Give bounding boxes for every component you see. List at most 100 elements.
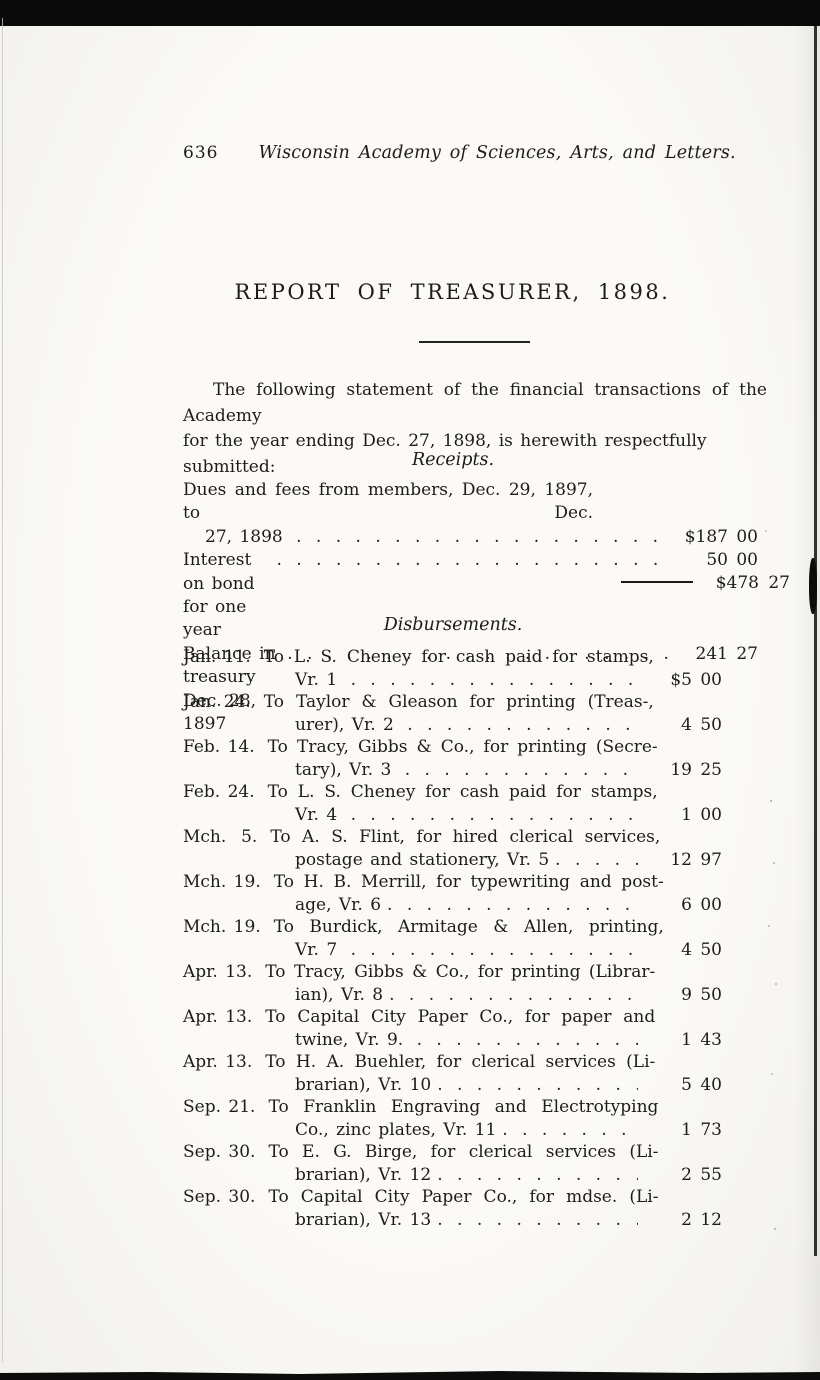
- entry-amount-cents: 12: [700, 1209, 722, 1230]
- entry-date: Mch. 19.: [183, 917, 261, 937]
- entry-amount-cents: 50: [700, 984, 722, 1005]
- receipts-heading: Receipts.: [411, 450, 495, 470]
- receipts-total-dollars: $478: [715, 573, 759, 593]
- intro-paragraph: The following statement of the financial…: [183, 378, 767, 480]
- dot-leader: [389, 984, 638, 1007]
- scan-edge-left: [2, 18, 3, 1362]
- entry-amount-cents: 43: [700, 1029, 722, 1050]
- entry-description: To Tracy, Gibbs & Co., for printing (Sec…: [267, 737, 658, 757]
- receipt-item-row: Interest on bond for one year 50 00: [183, 549, 758, 643]
- receipt-amount-cents: 00: [736, 526, 758, 547]
- entry-description-continuation: brarian), Vr. 12: [295, 1164, 432, 1185]
- entry-description-continuation: brarian), Vr. 13: [295, 1209, 432, 1230]
- entry-date: Jan. 11.: [183, 647, 251, 667]
- entry-line-1: Mch. 19. To H. B. Merrill, for typewriti…: [183, 871, 722, 894]
- entry-line-2: brarian), Vr. 10 5 40: [183, 1074, 722, 1097]
- disbursement-entry: Apr. 13. To H. A. Buehler, for clerical …: [183, 1051, 722, 1096]
- entry-description: To A. S. Flint, for hired clerical servi…: [270, 827, 661, 847]
- entry-line-1: Sep. 30. To E. G. Birge, for clerical se…: [183, 1141, 722, 1164]
- dot-leader: [555, 849, 638, 872]
- entry-description-continuation: postage and stationery, Vr. 5: [295, 849, 550, 870]
- entry-line-1: Mch. 19. To Burdick, Armitage & Allen, p…: [183, 916, 722, 939]
- page-number: 636: [183, 143, 219, 163]
- entry-amount-cents: 50: [700, 939, 722, 960]
- entry-amount-dollars: 1: [681, 1119, 692, 1140]
- entry-amount-dollars: 12: [670, 849, 692, 870]
- running-header: 636 Wisconsin Academy of Sciences, Arts,…: [183, 142, 743, 164]
- disbursement-entry: Mch. 5. To A. S. Flint, for hired cleric…: [183, 826, 722, 871]
- receipt-amount-cents: 27: [736, 643, 758, 664]
- entry-line-1: Apr. 13. To H. A. Buehler, for clerical …: [183, 1051, 722, 1074]
- entry-amount-cents: 50: [700, 714, 722, 735]
- dot-leader: [502, 1119, 638, 1142]
- receipt-item-continuation: 27, 1898: [205, 526, 291, 547]
- dot-leader: [351, 939, 638, 962]
- entry-date: Sep. 30.: [183, 1187, 256, 1207]
- intro-line-2: for the year ending Dec. 27, 1898, is he…: [183, 431, 707, 477]
- entry-line-1: Apr. 13. To Tracy, Gibbs & Co., for prin…: [183, 961, 722, 984]
- disbursement-entry: Mch. 19. To H. B. Merrill, for typewriti…: [183, 871, 722, 916]
- entry-line-1: Jan. 11. To L. S. Cheney for cash paid f…: [183, 646, 722, 669]
- entry-description-continuation: twine, Vr. 9.: [295, 1029, 411, 1050]
- entry-amount-cents: 00: [700, 804, 722, 825]
- entry-line-2: Vr. 1 $5 00: [183, 669, 722, 692]
- entry-description: To H. A. Buehler, for clerical services …: [265, 1052, 656, 1072]
- entry-description-continuation: Vr. 4: [295, 804, 345, 825]
- receipt-item-text: Interest on bond for one year: [183, 550, 255, 641]
- entry-amount-dollars: 4: [681, 939, 692, 960]
- dot-leader: [417, 1029, 638, 1052]
- entry-line-1: Apr. 13. To Capital City Paper Co., for …: [183, 1006, 722, 1029]
- entry-line-2: Co., zinc plates, Vr. 11 1 73: [183, 1119, 722, 1142]
- entry-line-2: twine, Vr. 9. 1 43: [183, 1029, 722, 1052]
- entry-amount-dollars: 2: [681, 1209, 692, 1230]
- disbursements-table: Jan. 11. To L. S. Cheney for cash paid f…: [183, 646, 722, 1231]
- entry-date: Apr. 13.: [183, 1052, 253, 1072]
- entry-description: To E. G. Birge, for clerical services (L…: [268, 1142, 659, 1162]
- disbursement-entry: Sep. 21. To Franklin Engraving and Elect…: [183, 1096, 722, 1141]
- entry-description: To L. S. Cheney for cash paid for stamps…: [263, 647, 654, 667]
- receipts-table: Dues and fees from members, Dec. 29, 189…: [183, 479, 758, 736]
- scan-edge-top: [0, 0, 820, 26]
- disbursement-entry: Jan. 11. To L. S. Cheney for cash paid f…: [183, 646, 722, 691]
- entry-date: Apr. 13.: [183, 1007, 253, 1027]
- entry-description: To Capital City Paper Co., for paper and: [265, 1007, 656, 1027]
- receipts-total-cents: 27: [768, 573, 790, 593]
- entry-line-1: Sep. 21. To Franklin Engraving and Elect…: [183, 1096, 722, 1119]
- disbursement-entry: Sep. 30. To E. G. Birge, for clerical se…: [183, 1141, 722, 1186]
- scan-gutter-line: [814, 26, 817, 1256]
- entry-amount-dollars: 5: [681, 1074, 692, 1095]
- entry-description: To Tracy, Gibbs & Co., for printing (Lib…: [265, 962, 656, 982]
- entry-amount-dollars: 19: [670, 759, 692, 780]
- entry-description-continuation: Co., zinc plates, Vr. 11: [295, 1119, 497, 1140]
- entry-description-continuation: urer), Vr. 2: [295, 714, 402, 735]
- entry-amount-dollars: 2: [681, 1164, 692, 1185]
- entry-date: Apr. 13.: [183, 962, 253, 982]
- entry-line-2: brarian), Vr. 12 2 55: [183, 1164, 722, 1187]
- receipt-amount-dollars: 50: [706, 550, 728, 571]
- dot-leader: [296, 526, 668, 549]
- receipt-item-text: Balance in treasury Dec. 28, 1897: [183, 643, 276, 735]
- disbursements-heading: Disbursements.: [383, 615, 523, 635]
- running-title: Wisconsin Academy of Sciences, Arts, and…: [258, 143, 736, 163]
- entry-description: To Burdick, Armitage & Allen, printing,: [273, 917, 664, 937]
- entry-date: Mch. 19.: [183, 872, 261, 892]
- entry-amount-cents: 00: [700, 894, 722, 915]
- dot-leader: [405, 759, 638, 782]
- dot-leader: [437, 1074, 638, 1097]
- entry-line-1: Sep. 30. To Capital City Paper Co., for …: [183, 1186, 722, 1209]
- receipt-amount-dollars: $187: [684, 526, 728, 547]
- dot-leader: [351, 669, 638, 692]
- entry-line-2: ian), Vr. 8 9 50: [183, 984, 722, 1007]
- entry-amount-cents: 40: [700, 1074, 722, 1095]
- entry-description-continuation: ian), Vr. 8: [295, 984, 384, 1005]
- entry-date: Feb. 14.: [183, 737, 255, 757]
- receipt-amount-dollars: 241: [695, 643, 728, 664]
- entry-date: Mch. 5.: [183, 827, 258, 847]
- receipt-item-text: Dues and fees from members, Dec. 29, 189…: [183, 480, 593, 524]
- receipt-item-row: Balance in treasury Dec. 28, 1897 241 27: [183, 643, 758, 737]
- disbursement-entry: Mch. 19. To Burdick, Armitage & Allen, p…: [183, 916, 722, 961]
- entry-amount-cents: 55: [700, 1164, 722, 1185]
- title-divider-rule: [419, 341, 530, 343]
- dot-leader: [437, 1209, 638, 1232]
- entry-line-2: postage and stationery, Vr. 5 12 97: [183, 849, 722, 872]
